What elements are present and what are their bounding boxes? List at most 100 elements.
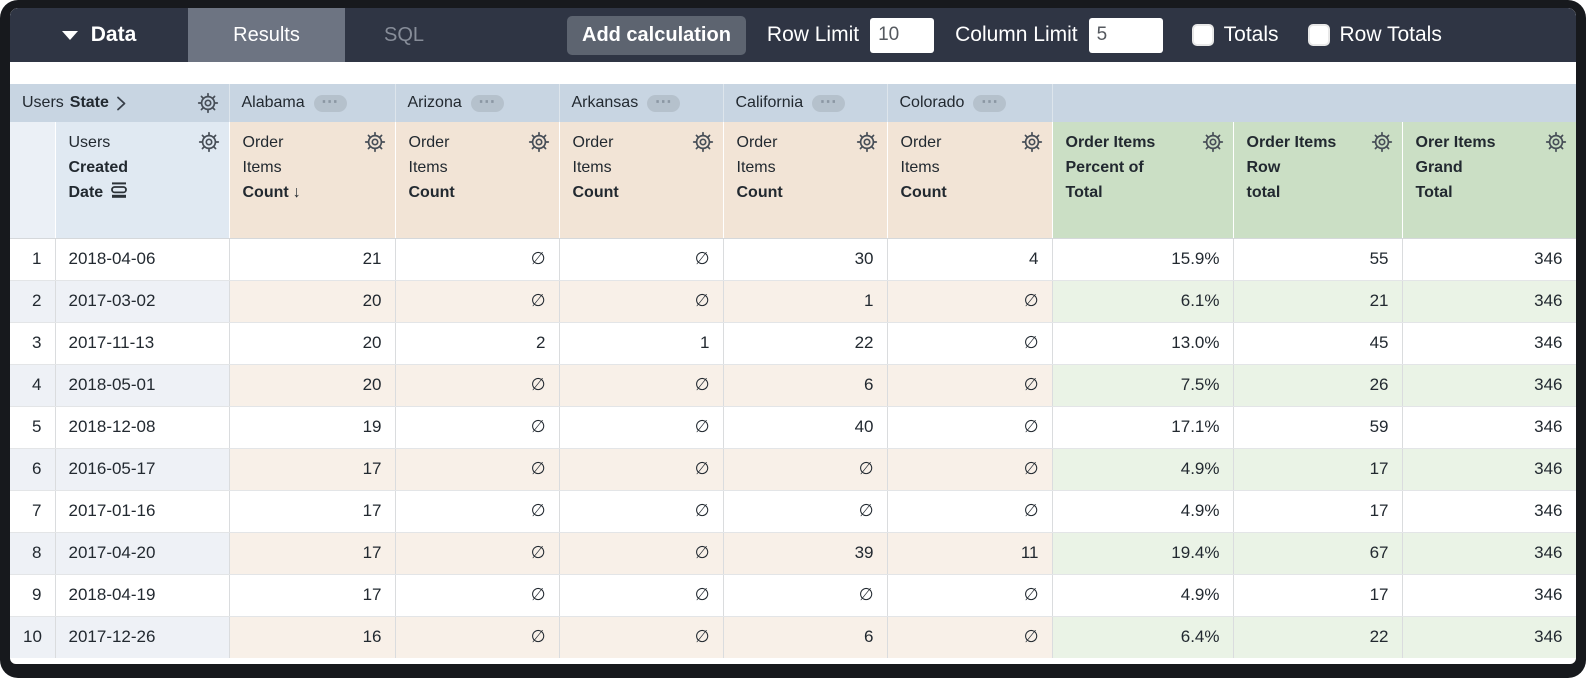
date-cell[interactable]: 2018-04-19 [55,574,230,617]
add-calculation-button[interactable]: Add calculation [567,15,746,55]
alabama-count-cell[interactable]: 17 [229,490,396,533]
row-total-cell[interactable]: 22 [1233,616,1403,658]
percent-of-total-cell[interactable]: 6.4% [1052,616,1234,658]
more-icon[interactable]: ⋯ [313,93,347,112]
alabama-count-cell[interactable]: 20 [229,364,396,407]
tab-sql[interactable]: SQL [383,23,425,46]
more-icon[interactable]: ⋯ [812,93,846,112]
totals-checkbox[interactable] [1191,24,1214,46]
order-items-count-header-colorado[interactable]: Order Items Count [887,122,1053,239]
percent-of-total-cell[interactable]: 4.9% [1052,490,1234,533]
alabama-count-cell[interactable]: 17 [229,532,396,575]
grand-total-cell[interactable]: 346 [1402,322,1576,365]
alabama-count-cell[interactable]: 17 [229,574,396,617]
grand-total-cell[interactable]: 346 [1402,364,1576,407]
arkansas-count-cell[interactable]: 1 [559,322,724,365]
gear-icon[interactable] [692,131,714,161]
grand-total-cell[interactable]: 346 [1402,448,1576,491]
row-number: 6 [10,448,56,491]
tab-results[interactable]: Results [188,8,345,62]
colorado-count-cell[interactable]: 11 [887,532,1053,575]
row-limit-input[interactable] [870,17,935,53]
percent-of-total-cell[interactable]: 19.4% [1052,532,1234,575]
california-count-cell[interactable]: 1 [723,280,888,323]
order-items-count-header-california[interactable]: Order Items Count [723,122,888,239]
date-cell[interactable]: 2017-11-13 [55,322,230,365]
users-created-date-header[interactable]: Users Created Date [55,122,230,239]
grand-total-cell[interactable]: 346 [1402,280,1576,323]
alabama-count-cell[interactable]: 21 [229,238,396,281]
alabama-count-cell[interactable]: 19 [229,406,396,449]
row-totals-checkbox[interactable] [1307,24,1330,46]
alabama-count-cell[interactable]: 20 [229,280,396,323]
grand-total-cell[interactable]: 346 [1402,532,1576,575]
grand-total-cell[interactable]: 346 [1402,238,1576,281]
gear-icon[interactable] [528,131,550,161]
row-total-cell[interactable]: 59 [1233,406,1403,449]
gear-icon[interactable] [1371,131,1393,161]
percent-of-total-cell[interactable]: 6.1% [1052,280,1234,323]
pivot-value-arkansas[interactable]: Arkansas ⋯ [559,84,724,122]
data-section-toggle[interactable]: Data [10,8,188,62]
pivot-value-alabama[interactable]: Alabama ⋯ [229,84,396,122]
colorado-count-cell[interactable]: 4 [887,238,1053,281]
pivot-dimension-header[interactable]: Users State [10,84,230,122]
pivot-value-colorado[interactable]: Colorado ⋯ [887,84,1053,122]
row-total-cell[interactable]: 45 [1233,322,1403,365]
row-total-cell[interactable]: 67 [1233,532,1403,575]
grand-total-cell[interactable]: 346 [1402,490,1576,533]
more-icon[interactable]: ⋯ [973,93,1007,112]
row-total-cell[interactable]: 17 [1233,574,1403,617]
grand-total-cell[interactable]: 346 [1402,616,1576,658]
date-cell[interactable]: 2017-01-16 [55,490,230,533]
more-icon[interactable]: ⋯ [647,93,681,112]
date-cell[interactable]: 2017-12-26 [55,616,230,658]
date-cell[interactable]: 2018-04-06 [55,238,230,281]
california-count-cell[interactable]: 6 [723,616,888,658]
date-cell[interactable]: 2017-03-02 [55,280,230,323]
date-cell[interactable]: 2017-04-20 [55,532,230,575]
order-items-count-header-arizona[interactable]: Order Items Count [395,122,560,239]
gear-icon[interactable] [198,131,220,161]
percent-of-total-cell[interactable]: 4.9% [1052,448,1234,491]
gear-icon[interactable] [1202,131,1224,161]
order-items-count-header-arkansas[interactable]: Order Items Count [559,122,724,239]
gear-icon[interactable] [856,131,878,161]
row-total-header[interactable]: Order Items Row total [1233,122,1403,239]
order-items-count-header-alabama[interactable]: Order Items Count ↓ [229,122,396,239]
grand-total-cell[interactable]: 346 [1402,406,1576,449]
alabama-count-cell[interactable]: 17 [229,448,396,491]
gear-icon[interactable] [364,131,386,161]
california-count-cell[interactable]: 40 [723,406,888,449]
more-icon[interactable]: ⋯ [470,93,504,112]
percent-of-total-header[interactable]: Order Items Percent of Total [1052,122,1234,239]
row-total-cell[interactable]: 21 [1233,280,1403,323]
gear-icon[interactable] [1545,131,1567,161]
california-count-cell[interactable]: 6 [723,364,888,407]
gear-icon[interactable] [197,92,219,114]
alabama-count-cell[interactable]: 20 [229,322,396,365]
percent-of-total-cell[interactable]: 4.9% [1052,574,1234,617]
row-total-cell[interactable]: 55 [1233,238,1403,281]
percent-of-total-cell[interactable]: 13.0% [1052,322,1234,365]
percent-of-total-cell[interactable]: 7.5% [1052,364,1234,407]
pivot-value-arizona[interactable]: Arizona ⋯ [395,84,560,122]
percent-of-total-cell[interactable]: 17.1% [1052,406,1234,449]
grand-total-header[interactable]: Orer Items Grand Total [1402,122,1576,239]
column-limit-input[interactable] [1088,17,1163,53]
alabama-count-cell[interactable]: 16 [229,616,396,658]
date-cell[interactable]: 2016-05-17 [55,448,230,491]
california-count-cell[interactable]: 30 [723,238,888,281]
california-count-cell[interactable]: 39 [723,532,888,575]
percent-of-total-cell[interactable]: 15.9% [1052,238,1234,281]
gear-icon[interactable] [1021,131,1043,161]
pivot-value-california[interactable]: California ⋯ [723,84,888,122]
arizona-count-cell[interactable]: 2 [395,322,560,365]
california-count-cell[interactable]: 22 [723,322,888,365]
row-total-cell[interactable]: 26 [1233,364,1403,407]
row-total-cell[interactable]: 17 [1233,490,1403,533]
date-cell[interactable]: 2018-12-08 [55,406,230,449]
date-cell[interactable]: 2018-05-01 [55,364,230,407]
grand-total-cell[interactable]: 346 [1402,574,1576,617]
row-total-cell[interactable]: 17 [1233,448,1403,491]
